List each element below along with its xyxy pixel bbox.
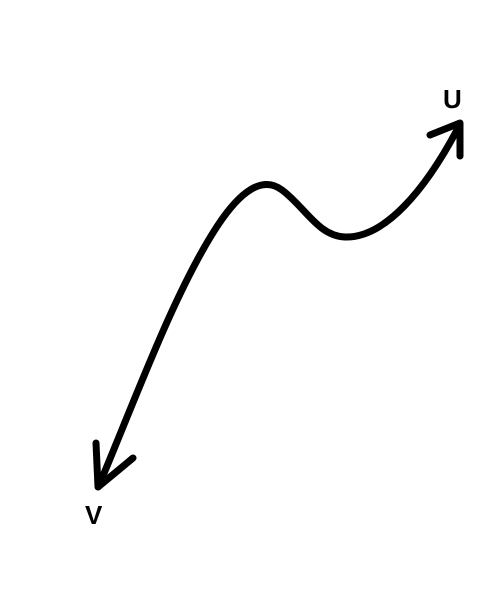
label-v: V	[85, 500, 103, 530]
curve-path	[96, 126, 461, 487]
arrowhead-u-icon	[426, 119, 464, 160]
label-u: U	[443, 84, 462, 114]
arrowhead-v-icon	[92, 439, 137, 491]
